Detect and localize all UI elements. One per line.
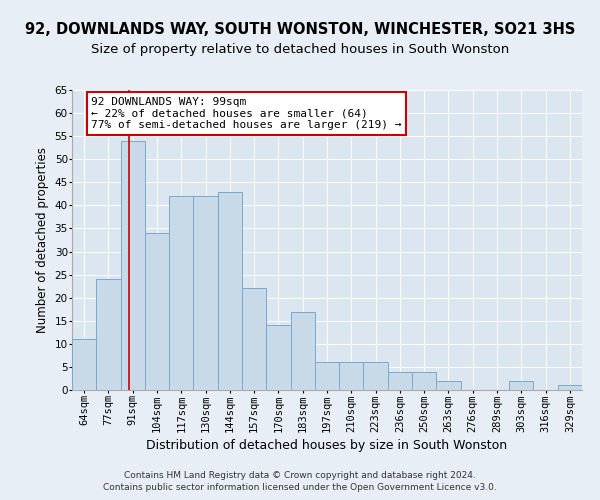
Bar xyxy=(169,196,193,390)
Bar xyxy=(193,196,218,390)
Bar xyxy=(315,362,339,390)
Bar xyxy=(558,386,582,390)
Bar xyxy=(72,339,96,390)
Bar xyxy=(509,381,533,390)
Text: Contains HM Land Registry data © Crown copyright and database right 2024.: Contains HM Land Registry data © Crown c… xyxy=(124,472,476,480)
Bar xyxy=(388,372,412,390)
Bar xyxy=(218,192,242,390)
Y-axis label: Number of detached properties: Number of detached properties xyxy=(36,147,49,333)
Bar xyxy=(145,233,169,390)
Text: Contains public sector information licensed under the Open Government Licence v3: Contains public sector information licen… xyxy=(103,483,497,492)
Bar xyxy=(290,312,315,390)
Bar xyxy=(242,288,266,390)
Bar xyxy=(266,326,290,390)
Text: 92 DOWNLANDS WAY: 99sqm
← 22% of detached houses are smaller (64)
77% of semi-de: 92 DOWNLANDS WAY: 99sqm ← 22% of detache… xyxy=(91,97,402,130)
Bar xyxy=(121,141,145,390)
Text: Size of property relative to detached houses in South Wonston: Size of property relative to detached ho… xyxy=(91,42,509,56)
Bar xyxy=(96,279,121,390)
Bar xyxy=(339,362,364,390)
Bar xyxy=(364,362,388,390)
Bar xyxy=(412,372,436,390)
Text: 92, DOWNLANDS WAY, SOUTH WONSTON, WINCHESTER, SO21 3HS: 92, DOWNLANDS WAY, SOUTH WONSTON, WINCHE… xyxy=(25,22,575,38)
Bar xyxy=(436,381,461,390)
X-axis label: Distribution of detached houses by size in South Wonston: Distribution of detached houses by size … xyxy=(146,438,508,452)
